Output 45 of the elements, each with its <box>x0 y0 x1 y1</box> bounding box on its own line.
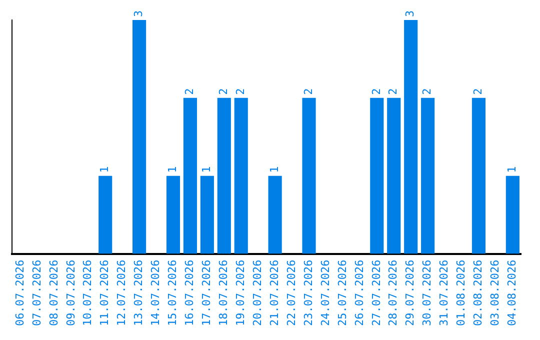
data-label: 2 <box>472 88 485 95</box>
x-tick-label: 02.08.2026 <box>472 260 485 326</box>
data-label: 1 <box>98 166 112 173</box>
x-tick-label: 29.07.2026 <box>404 260 417 326</box>
x-tick-label: 26.07.2026 <box>352 260 366 326</box>
x-tick-label: 31.07.2026 <box>438 260 451 326</box>
data-label: 2 <box>386 88 400 95</box>
data-label: 2 <box>370 88 383 95</box>
x-tick-label: 20.07.2026 <box>250 260 264 326</box>
x-tick-label: 09.07.2026 <box>64 260 78 326</box>
data-label: 2 <box>420 88 434 95</box>
x-tick-label: 23.07.2026 <box>302 260 315 326</box>
x-tick-label: 22.07.2026 <box>284 260 298 326</box>
x-tick-label: 06.07.2026 <box>13 260 26 326</box>
data-label: 1 <box>506 166 519 173</box>
data-label: 2 <box>217 88 230 95</box>
data-label: 2 <box>183 88 196 95</box>
x-tick-label: 15.07.2026 <box>166 260 180 326</box>
x-tick-label: 10.07.2026 <box>81 260 94 326</box>
x-tick-label: 27.07.2026 <box>370 260 383 326</box>
x-tick-label: 18.07.2026 <box>217 260 230 326</box>
x-tick-label: 16.07.2026 <box>183 260 196 326</box>
x-tick-label: 30.07.2026 <box>420 260 434 326</box>
data-label: 1 <box>200 166 214 173</box>
x-tick-label: 19.07.2026 <box>234 260 247 326</box>
x-tick-label: 01.08.2026 <box>454 260 468 326</box>
data-label: 3 <box>132 10 146 17</box>
x-tick-label: 21.07.2026 <box>268 260 281 326</box>
x-tick-label: 17.07.2026 <box>200 260 214 326</box>
x-tick-label: 11.07.2026 <box>98 260 112 326</box>
x-tick-label: 14.07.2026 <box>149 260 162 326</box>
x-tick-label: 03.08.2026 <box>488 260 502 326</box>
data-label: 2 <box>234 88 247 95</box>
x-tick-label: 13.07.2026 <box>132 260 146 326</box>
x-tick-label: 07.07.2026 <box>30 260 44 326</box>
x-tick-label: 24.07.2026 <box>318 260 332 326</box>
x-tick-label: 25.07.2026 <box>336 260 349 326</box>
x-tick-label: 08.07.2026 <box>47 260 60 326</box>
x-tick-label: 12.07.2026 <box>115 260 128 326</box>
x-tick-label: 28.07.2026 <box>386 260 400 326</box>
data-label: 3 <box>404 10 417 17</box>
data-label: 1 <box>268 166 281 173</box>
data-label: 2 <box>302 88 315 95</box>
x-tick-label: 04.08.2026 <box>506 260 519 326</box>
data-label: 1 <box>166 166 180 173</box>
